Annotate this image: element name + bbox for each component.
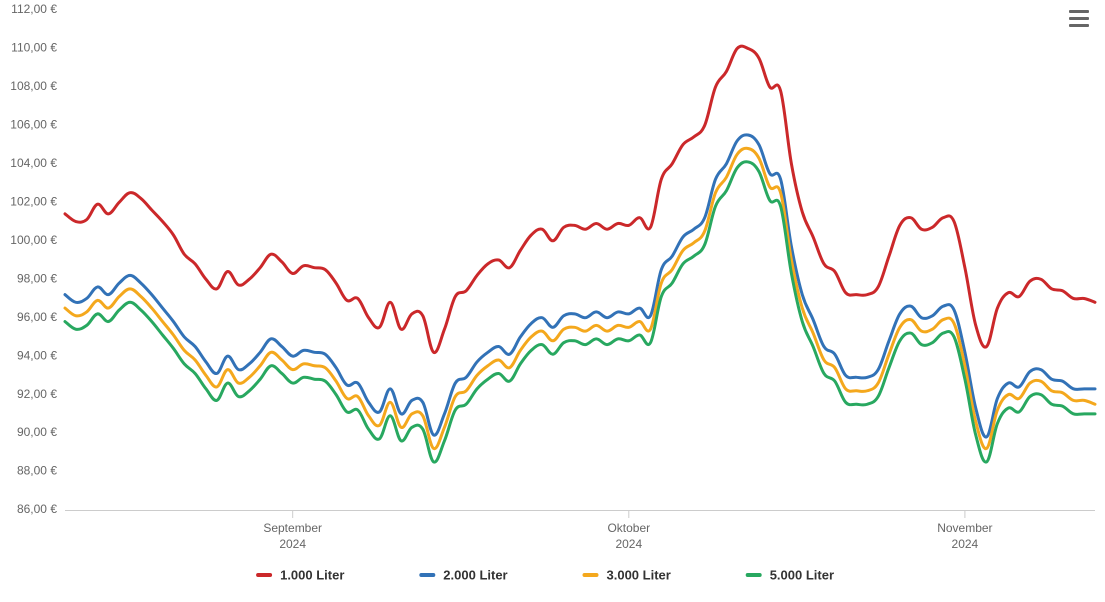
hamburger-bar-icon (1069, 10, 1089, 13)
y-axis-tick-label: 98,00 € (17, 271, 57, 285)
y-axis-tick-label: 100,00 € (10, 233, 57, 247)
y-axis-tick-label: 102,00 € (10, 194, 57, 208)
y-axis-tick-label: 88,00 € (17, 464, 57, 478)
y-axis-tick-label: 90,00 € (17, 425, 57, 439)
hamburger-bar-icon (1069, 24, 1089, 27)
series-line-s5000[interactable] (65, 162, 1095, 462)
x-axis-tick-label: November (937, 521, 992, 535)
y-axis-tick-label: 94,00 € (17, 348, 57, 362)
y-axis-tick-label: 96,00 € (17, 310, 57, 324)
legend-label-s1000[interactable]: 1.000 Liter (280, 567, 344, 582)
y-axis-tick-label: 92,00 € (17, 387, 57, 401)
y-axis-tick-label: 104,00 € (10, 156, 57, 170)
chart-canvas: 86,00 € 88,00 € 90,00 € 92,00 € 94,00 € 96,00… (0, 0, 1105, 602)
x-axis-tick-sublabel: 2024 (615, 537, 642, 551)
legend-swatch-s2000[interactable] (419, 573, 435, 577)
x-axis-tick-label: Oktober (607, 521, 650, 535)
y-axis-tick-label: 86,00 € (17, 502, 57, 516)
y-axis-tick-label: 108,00 € (10, 79, 57, 93)
legend-swatch-s5000[interactable] (746, 573, 762, 577)
x-axis-tick-sublabel: 2024 (952, 537, 979, 551)
legend-label-s3000[interactable]: 3.000 Liter (607, 567, 671, 582)
price-chart: 86,00 € 88,00 € 90,00 € 92,00 € 94,00 € 96,00… (0, 0, 1105, 602)
legend-swatch-s1000[interactable] (256, 573, 272, 577)
y-axis-tick-label: 112,00 € (11, 2, 57, 16)
legend-label-s5000[interactable]: 5.000 Liter (770, 567, 834, 582)
x-axis-tick-sublabel: 2024 (279, 537, 306, 551)
x-axis-tick-label: September (263, 521, 322, 535)
hamburger-bar-icon (1069, 17, 1089, 20)
y-axis-tick-label: 110,00 € (11, 41, 57, 55)
chart-menu-button[interactable] (1065, 6, 1093, 30)
legend-swatch-s3000[interactable] (583, 573, 599, 577)
y-axis-tick-label: 106,00 € (10, 118, 57, 132)
series-line-s3000[interactable] (65, 148, 1095, 448)
legend-label-s2000[interactable]: 2.000 Liter (443, 567, 507, 582)
